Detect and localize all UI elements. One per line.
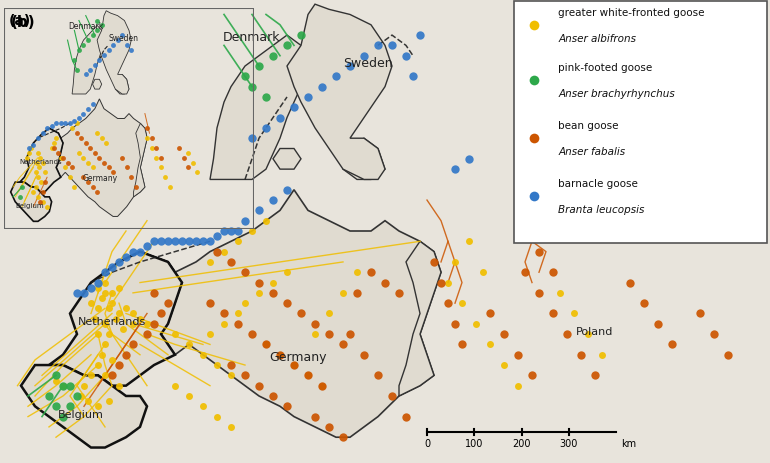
Bar [4,9,254,229]
Text: bean goose: bean goose [558,121,619,131]
Text: Anser brachyrhynchus: Anser brachyrhynchus [558,89,675,99]
Text: Netherlands: Netherlands [78,316,146,326]
Text: Germany: Germany [269,350,326,363]
Text: Poland: Poland [576,326,614,337]
Polygon shape [21,365,147,448]
Text: Denmark: Denmark [223,31,281,44]
Text: (a): (a) [8,14,31,28]
Text: km: km [621,438,637,448]
Polygon shape [210,36,308,180]
Polygon shape [343,139,385,180]
Polygon shape [49,252,182,386]
Polygon shape [20,129,63,193]
Polygon shape [140,190,441,437]
Text: Anser fabalis: Anser fabalis [558,147,625,157]
Polygon shape [92,80,102,90]
Polygon shape [49,100,147,217]
Polygon shape [11,183,52,222]
Text: greater white-fronted goose: greater white-fronted goose [558,7,705,18]
Text: barnacle goose: barnacle goose [558,179,638,189]
Polygon shape [116,75,129,95]
Text: 300: 300 [560,438,578,448]
Text: Anser albifrons: Anser albifrons [558,33,636,44]
Text: Branta leucopsis: Branta leucopsis [558,205,644,215]
Polygon shape [399,242,441,396]
Text: Germany: Germany [83,173,118,182]
Text: (b): (b) [11,15,35,31]
Polygon shape [273,149,301,170]
Text: Belgium: Belgium [15,202,45,208]
Polygon shape [133,124,147,197]
Text: 100: 100 [465,438,484,448]
Text: Belgium: Belgium [58,409,103,419]
Text: 0: 0 [424,438,430,448]
Text: Netherlands: Netherlands [19,158,62,164]
Polygon shape [287,5,392,180]
Polygon shape [72,26,104,95]
Text: Denmark: Denmark [68,22,103,31]
Text: Sweden: Sweden [343,57,392,70]
Text: 200: 200 [512,438,531,448]
FancyBboxPatch shape [514,2,767,243]
Polygon shape [97,12,131,95]
Text: pink-footed goose: pink-footed goose [558,63,652,73]
Text: Sweden: Sweden [109,34,139,43]
